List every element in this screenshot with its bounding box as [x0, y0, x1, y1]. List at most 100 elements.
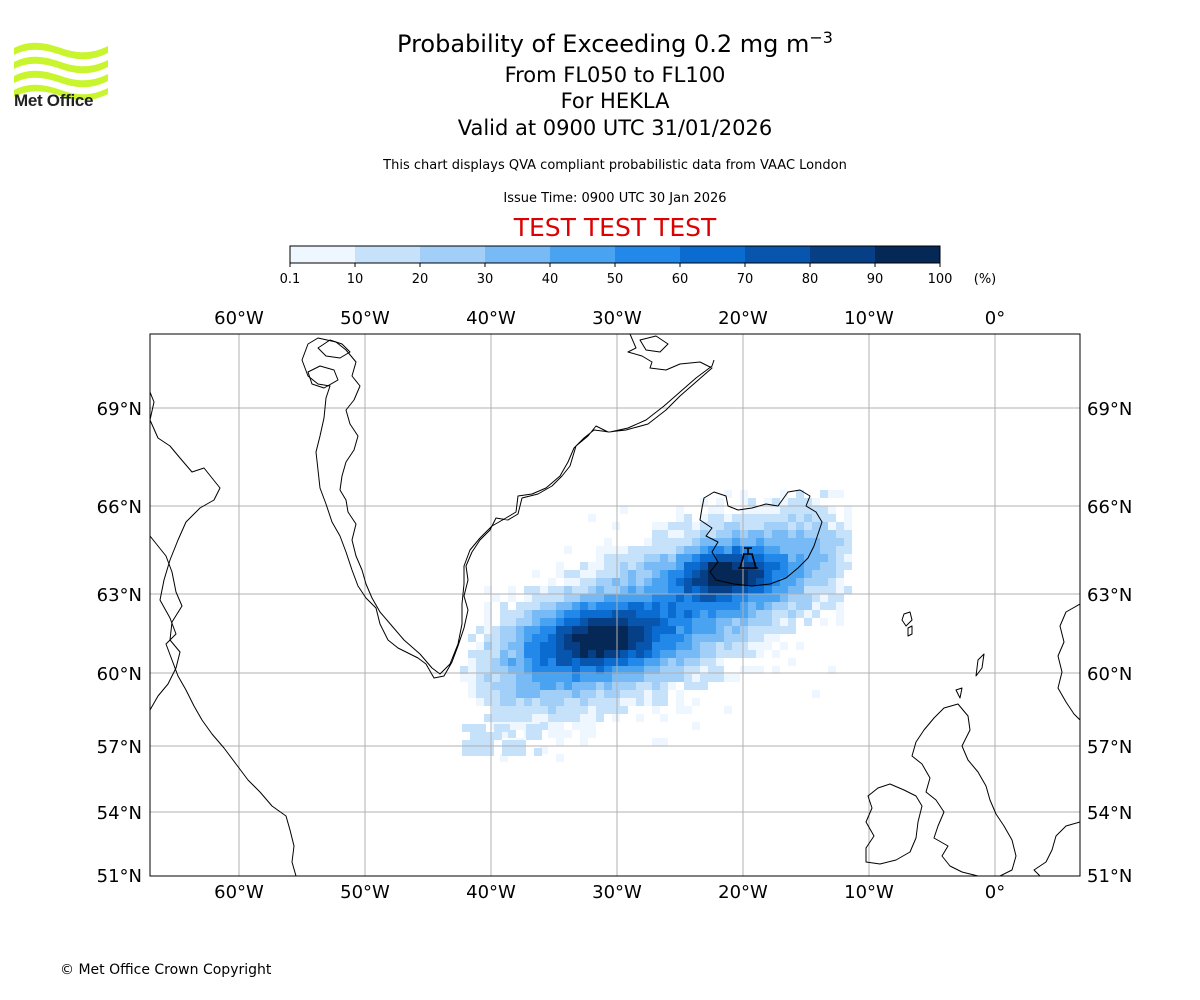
plume-cell: [796, 554, 804, 562]
colorbar-tick-label: 90: [867, 272, 884, 287]
plume-cell: [540, 706, 548, 714]
plume-cell: [628, 634, 636, 642]
plume-cell: [612, 698, 620, 706]
plume-cell: [788, 610, 796, 618]
plume-cell: [468, 682, 476, 690]
plume-cell: [492, 658, 500, 666]
plume-cell: [620, 554, 628, 562]
plume-cell: [676, 554, 684, 562]
plume-cell: [780, 522, 788, 530]
title-main: Probability of Exceeding 0.2 mg m: [397, 30, 810, 58]
plume-cell: [612, 642, 620, 650]
plume-cell: [468, 666, 476, 674]
plume-cell: [572, 642, 580, 650]
plume-cell: [612, 618, 620, 626]
lat-label-left: 57°N: [97, 737, 142, 758]
plume-cell: [844, 586, 852, 594]
plume-cell: [644, 570, 652, 578]
plume-cell: [596, 610, 604, 618]
plume-cell: [732, 586, 740, 594]
plume-cell: [612, 594, 620, 602]
plume-cell: [724, 634, 732, 642]
plume-cell: [564, 610, 572, 618]
plume-cell: [684, 530, 692, 538]
plume-cell: [492, 698, 500, 706]
plume-cell: [740, 522, 748, 530]
plume-cell: [636, 642, 644, 650]
plume-cell: [532, 706, 540, 714]
plume-cell: [548, 602, 556, 610]
plume-cell: [540, 682, 548, 690]
plume-cell: [828, 562, 836, 570]
plume-cell: [604, 570, 612, 578]
plume-cell: [572, 626, 580, 634]
coastline-baffin-labrador: [150, 391, 297, 876]
plume-cell: [788, 522, 796, 530]
plume-cell: [564, 570, 572, 578]
lat-label-right: 69°N: [1087, 399, 1132, 420]
colorbar-segment: [420, 246, 486, 263]
plume-cell: [724, 610, 732, 618]
plume-cell: [540, 714, 548, 722]
plume-cell: [668, 538, 676, 546]
plume-cell: [572, 602, 580, 610]
plume-cell: [820, 538, 828, 546]
plume-cell: [534, 732, 542, 740]
plume-cell: [716, 546, 724, 554]
plume-cell: [692, 538, 700, 546]
plume-cell: [620, 674, 628, 682]
plume-cell: [508, 634, 516, 642]
plume-cell: [484, 674, 492, 682]
plume-cell: [780, 578, 788, 586]
plume-cell: [716, 642, 724, 650]
plume-cell: [716, 634, 724, 642]
plume-cell: [500, 698, 508, 706]
plume-cell: [628, 602, 636, 610]
plume-cell: [620, 562, 628, 570]
lon-label-bottom: 50°W: [340, 882, 390, 903]
plume-cell: [708, 658, 716, 666]
plume-cell: [780, 570, 788, 578]
plume-cell: [676, 514, 684, 522]
plume-cell: [788, 546, 796, 554]
plume-cell: [796, 506, 804, 514]
plume-cell: [644, 690, 652, 698]
plume-cell: [652, 554, 660, 562]
plume-cell: [462, 748, 470, 756]
plume-cell: [788, 570, 796, 578]
plume-cell: [756, 530, 764, 538]
plume-cell: [572, 610, 580, 618]
plume-cell: [780, 610, 788, 618]
plume-cell: [764, 522, 772, 530]
plume-cell: [524, 706, 532, 714]
plume-cell: [548, 682, 556, 690]
lon-label-top: 10°W: [844, 308, 894, 329]
colorbar-segment: [615, 246, 681, 263]
plume-cell: [572, 586, 580, 594]
plume-cell: [604, 658, 612, 666]
plume-cell: [700, 666, 708, 674]
chart-title: Probability of Exceeding 0.2 mg m−3: [0, 28, 1200, 58]
colorbar-segment: [745, 246, 811, 263]
plume-cell: [572, 714, 580, 722]
plume-cell: [780, 506, 788, 514]
plume-cell: [572, 658, 580, 666]
plume-cell: [764, 498, 772, 506]
plume-cell: [516, 674, 524, 682]
plume-cell: [564, 594, 572, 602]
plume-cell: [596, 658, 604, 666]
lon-label-bottom: 60°W: [214, 882, 264, 903]
plume-cell: [660, 618, 668, 626]
plume-cell: [580, 730, 588, 738]
plume-cell: [556, 642, 564, 650]
plume-cell: [692, 658, 700, 666]
plume-cell: [676, 618, 684, 626]
plume-cell: [796, 546, 804, 554]
plume-cell: [692, 634, 700, 642]
plume-cell: [668, 522, 676, 530]
plume-cell: [684, 706, 692, 714]
plume-cell: [828, 570, 836, 578]
plume-cell: [844, 538, 852, 546]
plume-cell: [828, 506, 836, 514]
plume-cell: [532, 698, 540, 706]
